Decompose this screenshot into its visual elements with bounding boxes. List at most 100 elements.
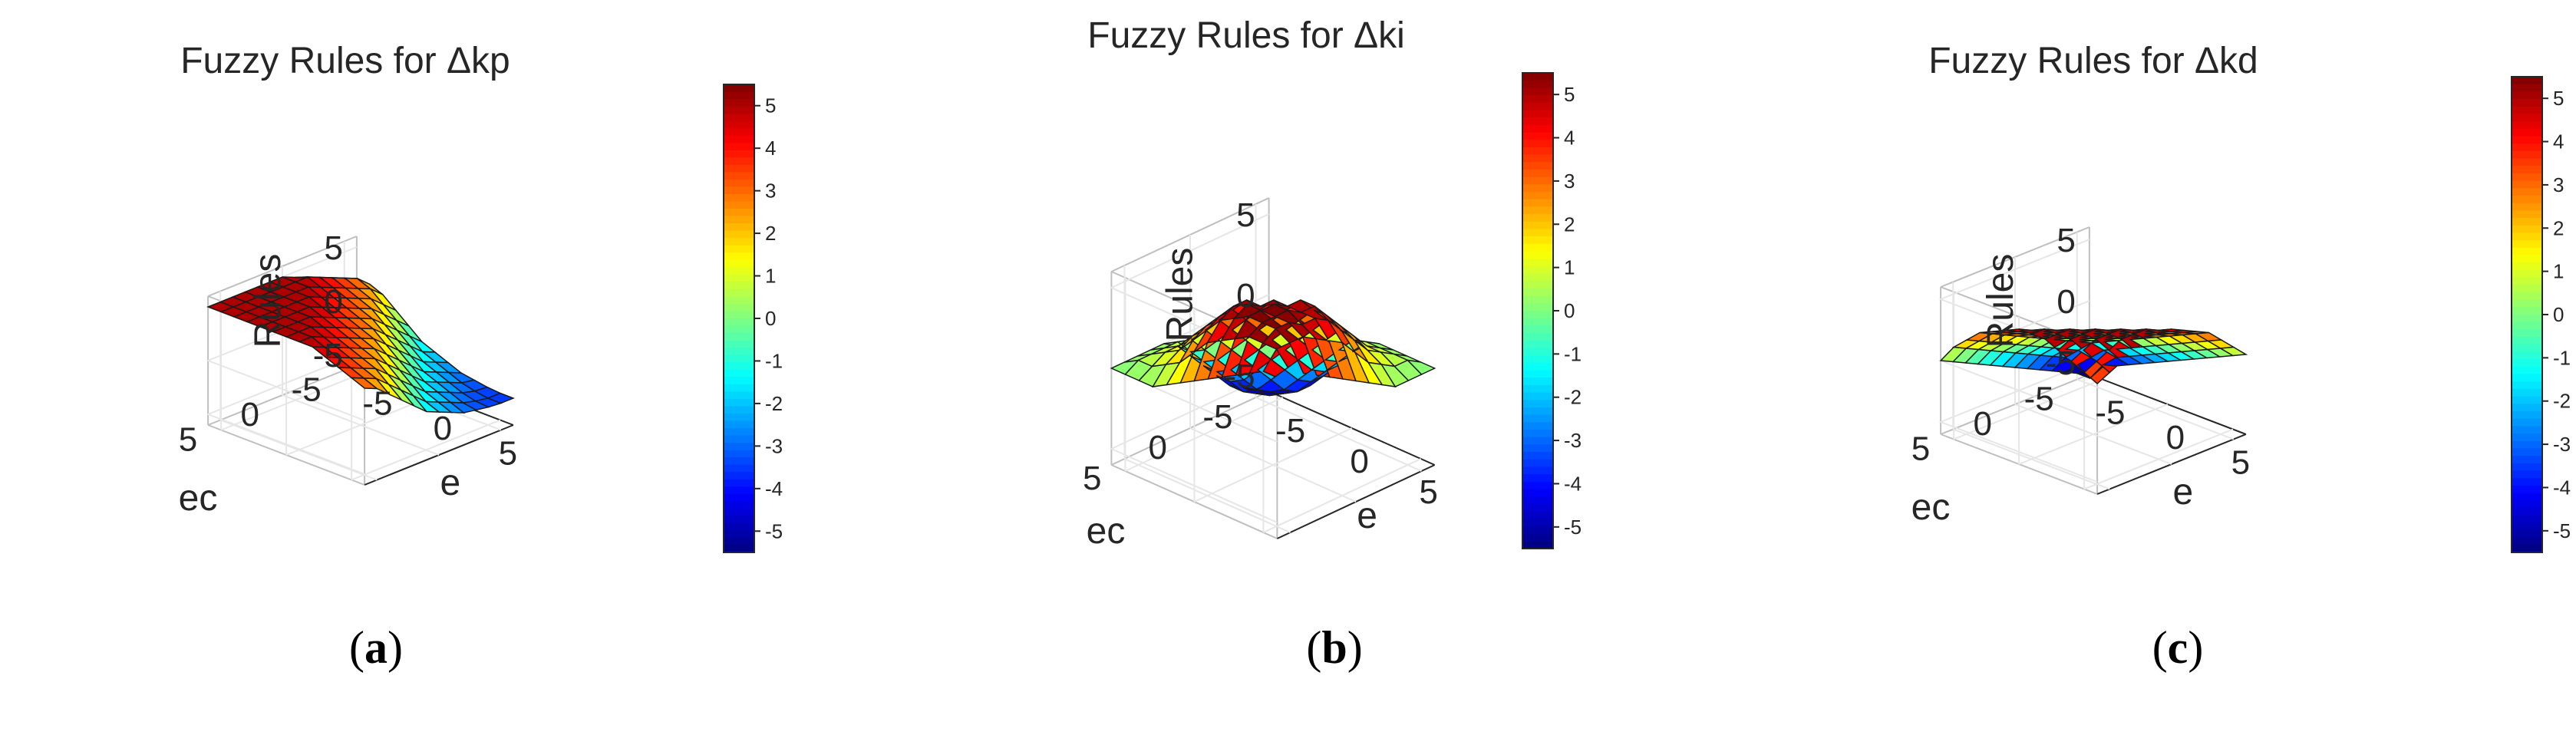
colorbar-segment — [724, 150, 754, 159]
colorbar-tick-label: -3 — [765, 434, 783, 457]
y-axis-label: ec — [1911, 487, 1951, 528]
colorbar-segment — [724, 304, 754, 312]
colorbar-segment — [1522, 252, 1553, 260]
colorbar-segment — [2512, 232, 2542, 241]
colorbar-segment — [724, 172, 754, 180]
colorbar-tick-label: -2 — [765, 392, 783, 415]
caption-c: (c) — [2101, 621, 2254, 674]
colorbar-segment — [724, 296, 754, 305]
colorbar-tick-label: 5 — [1564, 83, 1575, 106]
colorbar-segment — [724, 157, 754, 166]
colorbar-segment — [1522, 377, 1553, 386]
colorbar-segment — [2512, 448, 2542, 456]
colorbar-tick-label: 0 — [1564, 299, 1575, 322]
x-tick-label: 5 — [1419, 473, 1437, 511]
colorbar-segment — [2512, 315, 2542, 323]
colorbar-tick-label: 3 — [765, 180, 776, 203]
colorbar-tick-label: -4 — [765, 477, 783, 500]
colorbar-tick-label: -3 — [1564, 429, 1582, 452]
colorbar-segment — [724, 107, 754, 115]
z-tick-label: 5 — [2057, 222, 2075, 259]
colorbar-tick-label: 5 — [765, 94, 776, 117]
colorbar-segment — [2512, 493, 2542, 502]
colorbar-segment — [2512, 397, 2542, 405]
colorbar-segment — [724, 326, 754, 335]
chart-title: Fuzzy Rules for Δkp — [180, 41, 510, 81]
colorbar-segment — [724, 457, 754, 466]
colorbar-segment — [724, 275, 754, 283]
colorbar-segment — [2512, 500, 2542, 509]
colorbar-segment — [1522, 333, 1553, 341]
colorbar-segment — [2512, 522, 2542, 531]
colorbar-segment — [2512, 381, 2542, 390]
colorbar-segment — [1522, 519, 1553, 527]
colorbar-segment — [724, 121, 754, 130]
colorbar-segment — [1522, 303, 1553, 311]
colorbar-segment — [724, 501, 754, 509]
colorbar-segment — [2512, 196, 2542, 204]
colorbar-tick-label: 4 — [765, 137, 776, 160]
colorbar-segment — [724, 355, 754, 364]
colorbar-segment — [2512, 166, 2542, 174]
colorbar-segment — [2512, 433, 2542, 442]
panel-b: -5 0 5 -5 0 5 -5 0 5 Rules ec e Fuzzy Rules for Δki 5… — [859, 0, 1717, 735]
colorbar-segment — [1522, 155, 1553, 163]
colorbar-segment — [1522, 170, 1553, 178]
colorbar-segment — [724, 494, 754, 503]
colorbar-segment — [724, 406, 754, 414]
caption-letter-c: c — [2168, 622, 2188, 673]
colorbar-segment — [1522, 199, 1553, 208]
colorbar-segment — [1522, 81, 1553, 89]
surface-plot-c: -505-505-505Rulesec eFuzzy Rules for Δkd5… — [1717, 0, 2576, 614]
caption-b: (b) — [1258, 621, 1411, 674]
colorbar-segment — [1522, 437, 1553, 446]
colorbar-segment — [1522, 236, 1553, 245]
colorbar-segment — [1522, 229, 1553, 237]
colorbar-segment — [2512, 486, 2542, 494]
colorbar-segment — [2512, 255, 2542, 264]
colorbar-segment — [724, 114, 754, 122]
colorbar-segment — [2512, 508, 2542, 516]
colorbar-segment — [2512, 151, 2542, 160]
colorbar-segment — [1522, 430, 1553, 438]
colorbar-segment — [2512, 240, 2542, 249]
colorbar-segment — [1522, 140, 1553, 148]
colorbar-segment — [2512, 91, 2542, 100]
colorbar-segment — [2512, 278, 2542, 286]
colorbar-tick-label: -1 — [765, 349, 783, 372]
colorbar-tick-label: -5 — [1564, 516, 1582, 539]
colorbar-segment — [2512, 374, 2542, 383]
y-tick-label: 0 — [241, 396, 259, 433]
colorbar-segment — [1522, 385, 1553, 394]
colorbar-segment — [724, 311, 754, 319]
colorbar-segment — [724, 465, 754, 473]
colorbar-segment — [2512, 307, 2542, 315]
colorbar-segment — [1522, 206, 1553, 215]
colorbar-segment — [724, 143, 754, 151]
colorbar-tick-label: 4 — [1564, 127, 1575, 150]
colorbar-segment — [1522, 110, 1553, 118]
colorbar-segment — [724, 341, 754, 349]
colorbar-segment — [2512, 159, 2542, 167]
colorbar-segment — [724, 84, 754, 93]
colorbar-segment — [1522, 496, 1553, 505]
colorbar-segment — [2512, 300, 2542, 308]
colorbar-segment — [1522, 526, 1553, 535]
chart-title: Fuzzy Rules for Δkd — [1928, 41, 2258, 81]
colorbar-segment — [724, 436, 754, 444]
colorbar-tick-label: 1 — [1564, 256, 1575, 279]
colorbar-segment — [724, 180, 754, 188]
colorbar-segment — [1522, 371, 1553, 379]
colorbar-segment — [2512, 463, 2542, 472]
colorbar-segment — [2512, 137, 2542, 145]
colorbar-segment — [724, 399, 754, 407]
y-tick-label: 0 — [1974, 405, 1992, 443]
colorbar-segment — [2512, 210, 2542, 219]
colorbar-segment — [724, 509, 754, 517]
colorbar-segment — [1522, 512, 1553, 520]
x-tick-label: -5 — [362, 385, 392, 423]
colorbar-segment — [2512, 322, 2542, 331]
colorbar-segment — [724, 136, 754, 144]
x-tick-label: 5 — [499, 435, 517, 473]
colorbar-tick-label: -2 — [1564, 386, 1582, 409]
